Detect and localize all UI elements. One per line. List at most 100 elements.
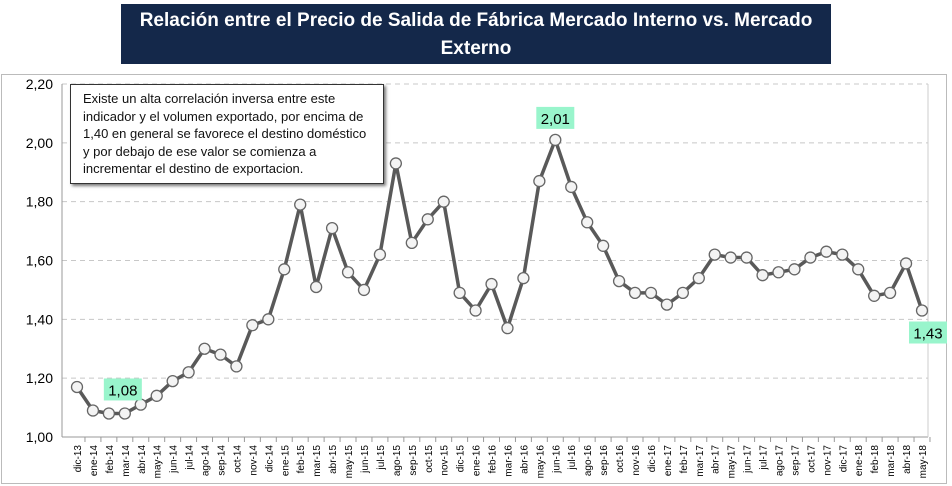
- x-tick-label: jun-14: [169, 445, 180, 474]
- x-tick-label: mar-14: [121, 445, 132, 477]
- data-point: [150, 389, 163, 402]
- data-point: [230, 360, 243, 373]
- x-tick-label: dic-16: [647, 445, 658, 473]
- data-point: [836, 248, 849, 261]
- data-point: [102, 407, 116, 420]
- y-tick-label: 1,80: [26, 194, 53, 210]
- annotation-note: Existe un alta correlación inversa entre…: [70, 84, 384, 184]
- x-tick-label: sep-17: [790, 445, 801, 476]
- x-tick-label: sep-14: [216, 445, 227, 476]
- data-point: [405, 236, 418, 250]
- x-tick-label: feb-18: [870, 445, 881, 474]
- data-point: [915, 304, 929, 317]
- y-tick-label: 1,40: [26, 311, 53, 327]
- data-point: [86, 404, 100, 417]
- data-point: [788, 263, 801, 276]
- x-tick-label: ene-18: [854, 445, 865, 477]
- data-point: [182, 366, 195, 379]
- data-point: [373, 248, 387, 261]
- x-tick-label: ene-17: [663, 445, 674, 477]
- data-point: [485, 277, 498, 291]
- y-tick-label: 2,00: [26, 135, 53, 151]
- data-point: [756, 269, 769, 282]
- chart-frame: [1, 74, 947, 484]
- data-point: [724, 251, 737, 264]
- x-tick-label: mar-16: [503, 445, 514, 477]
- data-point: [437, 195, 450, 208]
- x-tick-label: ago-17: [775, 445, 786, 477]
- data-point: [708, 248, 721, 261]
- x-tick-label: jul-14: [185, 445, 196, 471]
- data-label: 2,01: [541, 111, 570, 128]
- x-tick-label: jul-17: [759, 445, 770, 471]
- data-point: [118, 407, 131, 420]
- x-tick-label: jul-15: [376, 445, 387, 471]
- data-label-bg: [909, 321, 947, 344]
- data-point: [692, 271, 705, 285]
- data-label: 1,08: [108, 382, 137, 399]
- data-point: [676, 286, 689, 300]
- data-point: [294, 198, 307, 211]
- data-point: [357, 283, 371, 297]
- data-point: [772, 266, 785, 279]
- data-point: [820, 245, 833, 258]
- data-point: [740, 251, 753, 264]
- data-point: [341, 266, 355, 279]
- x-tick-label: abr-15: [328, 445, 339, 474]
- data-point: [660, 298, 674, 311]
- x-tick-label: mar-17: [695, 445, 706, 477]
- x-tick-label: abr-16: [519, 445, 530, 474]
- x-tick-label: may-18: [918, 445, 929, 479]
- data-point: [214, 348, 227, 361]
- x-tick-label: may-15: [344, 445, 355, 479]
- x-tick-label: mar-18: [886, 445, 897, 477]
- x-tick-label: feb-16: [488, 445, 499, 474]
- chart-title: Relación entre el Precio de Salida de Fá…: [121, 4, 831, 64]
- data-point: [565, 180, 578, 194]
- data-point: [134, 398, 147, 411]
- data-point: [596, 239, 610, 252]
- x-tick-label: may-17: [727, 445, 738, 479]
- x-tick-label: dic-13: [73, 445, 84, 473]
- x-tick-label: abr-14: [137, 445, 148, 474]
- data-point: [278, 263, 291, 276]
- x-tick-label: ago-16: [583, 445, 594, 477]
- data-point: [549, 133, 562, 147]
- data-point: [310, 280, 323, 294]
- data-point: [246, 319, 259, 332]
- x-tick-label: nov-17: [822, 445, 833, 476]
- x-tick-label: may-14: [153, 445, 164, 479]
- data-point: [804, 251, 817, 264]
- x-tick-label: ago-15: [392, 445, 403, 477]
- x-tick-label: nov-15: [440, 445, 451, 476]
- data-point: [628, 286, 642, 300]
- data-point: [70, 380, 84, 394]
- data-label-bg: [103, 378, 142, 401]
- x-tick-label: feb-17: [679, 445, 690, 474]
- x-tick-label: abr-18: [902, 445, 913, 474]
- data-point: [612, 274, 626, 288]
- data-point: [501, 322, 514, 335]
- x-tick-label: abr-17: [711, 445, 722, 474]
- x-tick-label: oct-17: [806, 445, 817, 473]
- x-tick-label: jun-17: [743, 445, 754, 474]
- y-tick-label: 1,20: [26, 370, 53, 386]
- y-tick-label: 1,60: [26, 253, 53, 269]
- data-point: [421, 213, 434, 226]
- y-tick-label: 2,20: [26, 76, 53, 92]
- data-point: [262, 313, 275, 326]
- data-label-bg: [536, 106, 575, 129]
- x-tick-label: jul-16: [567, 445, 578, 471]
- data-point: [581, 216, 594, 229]
- data-point: [325, 221, 339, 235]
- x-tick-label: ene-15: [280, 445, 291, 477]
- data-point: [469, 304, 482, 317]
- x-tick-label: dic-17: [838, 445, 849, 473]
- data-point: [899, 257, 913, 270]
- data-point: [533, 174, 546, 188]
- x-tick-label: ene-16: [472, 445, 483, 477]
- x-tick-label: sep-16: [599, 445, 610, 476]
- x-tick-label: oct-16: [615, 445, 626, 473]
- data-point: [198, 342, 211, 355]
